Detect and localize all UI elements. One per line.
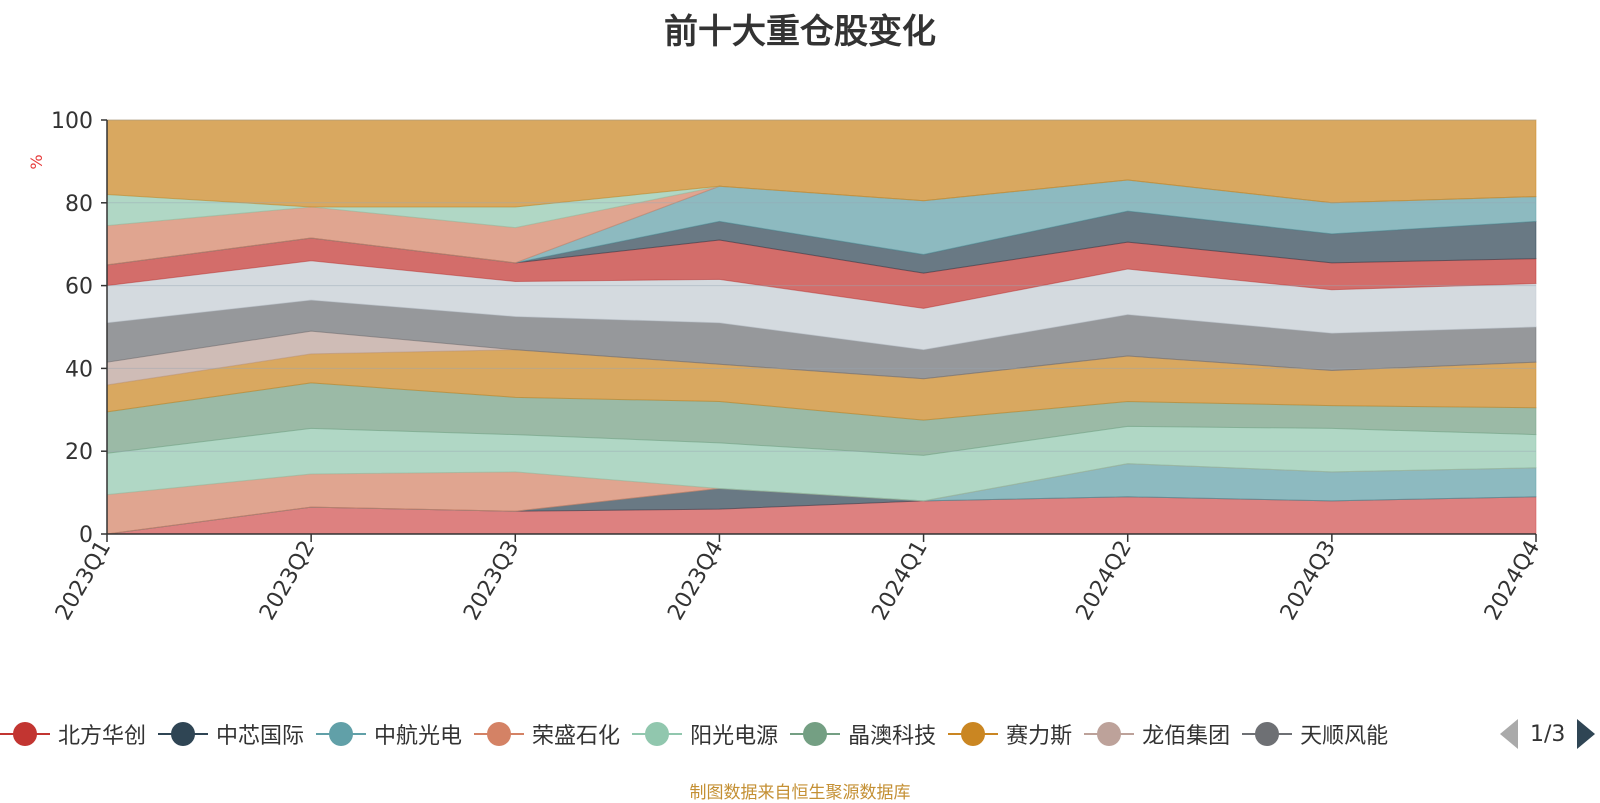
legend-item-3[interactable]: 荣盛石化 — [474, 716, 620, 752]
legend-swatch-icon — [474, 722, 525, 746]
legend-item-0[interactable]: 北方华创 — [0, 716, 146, 752]
y-tick-label-5: 100 — [51, 109, 93, 134]
legend-label: 阳光电源 — [690, 724, 779, 749]
legend-label: 晶澳科技 — [848, 724, 937, 749]
legend-label: 天顺风能 — [1300, 724, 1389, 749]
legend-item-4[interactable]: 阳光电源 — [632, 716, 778, 752]
legend-item-1[interactable]: 中芯国际 — [158, 716, 304, 752]
x-tick-label-1: 2023Q2 — [255, 537, 320, 625]
x-tick-label-5: 2024Q2 — [1072, 537, 1137, 625]
legend-swatch-icon — [790, 722, 841, 746]
legend-prev-page-button[interactable] — [1500, 719, 1518, 749]
chart-title: 前十大重仓股变化 — [664, 12, 936, 52]
legend-item-8[interactable]: 天顺风能 — [1242, 716, 1388, 752]
y-tick-label-4: 80 — [65, 192, 93, 217]
source-note: 制图数据来自恒生聚源数据库 — [689, 783, 911, 803]
area-series-15[interactable] — [106, 119, 1537, 208]
x-tick-label-0: 2023Q1 — [51, 537, 116, 625]
legend-label: 荣盛石化 — [532, 724, 621, 749]
y-tick-label-2: 40 — [65, 357, 93, 382]
y-tick-label-0: 0 — [79, 523, 93, 548]
legend-swatch-icon — [1242, 722, 1293, 746]
legend-page-indicator: 1/3 — [1530, 721, 1566, 747]
legend-label: 龙佰集团 — [1142, 724, 1231, 749]
legend-swatch-icon — [158, 722, 209, 746]
y-tick-label-3: 60 — [65, 275, 93, 300]
x-tick-label-7: 2024Q4 — [1480, 537, 1545, 625]
y-axis-label: % — [27, 154, 46, 169]
legend-label: 赛力斯 — [1006, 724, 1073, 749]
legend-item-2[interactable]: 中航光电 — [316, 716, 462, 752]
x-tick-label-4: 2024Q1 — [867, 537, 932, 625]
y-tick-label-1: 20 — [65, 440, 93, 465]
legend-next-page-button[interactable] — [1577, 719, 1596, 749]
legend-pager: 1/3 — [1500, 716, 1596, 752]
x-tick-label-2: 2023Q3 — [459, 537, 524, 625]
legend-item-7[interactable]: 龙佰集团 — [1084, 716, 1230, 752]
legend-swatch-icon — [0, 722, 50, 746]
area-layer — [106, 119, 1537, 535]
legend-item-5[interactable]: 晶澳科技 — [790, 716, 936, 752]
legend-swatch-icon — [948, 722, 999, 746]
legend-swatch-icon — [1084, 722, 1135, 746]
legend-label: 中航光电 — [374, 724, 463, 749]
legend: 北方华创 中芯国际 中航光电 荣盛石化 阳光电源 晶澳科技 赛力斯 龙佰集团 天顺风能 — [0, 716, 1478, 752]
legend-swatch-icon — [632, 722, 683, 746]
legend-label: 北方华创 — [58, 724, 147, 749]
legend-item-6[interactable]: 赛力斯 — [948, 716, 1072, 752]
legend-label: 中芯国际 — [216, 724, 305, 749]
legend-swatch-icon — [316, 722, 367, 746]
x-tick-label-3: 2023Q4 — [663, 537, 728, 625]
x-tick-label-6: 2024Q3 — [1276, 537, 1341, 625]
